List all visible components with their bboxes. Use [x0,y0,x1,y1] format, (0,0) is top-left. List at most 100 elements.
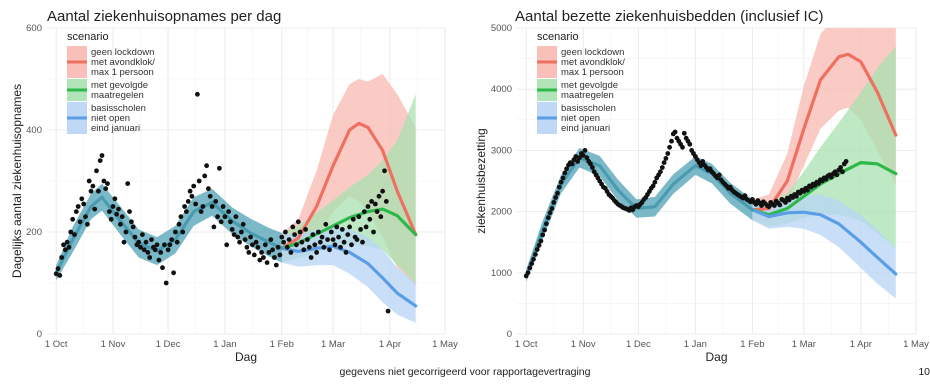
data-point [231,232,237,238]
chart-title-left: Aantal ziekenhuisopnames per dag [47,8,282,25]
data-point [266,250,272,255]
data-point [547,210,553,216]
x-axis-title: Dag [235,350,257,364]
data-point [156,257,162,263]
data-point [659,165,665,170]
data-point [173,229,178,235]
data-point [365,204,371,209]
legend-label: maatregelen [561,90,614,101]
series-line [280,121,418,250]
data-point [174,239,180,245]
data-point [286,237,292,243]
data-point [325,237,330,243]
data-point [112,196,118,202]
legend-key [537,102,557,134]
data-point [97,158,103,164]
data-point [553,195,558,200]
data-point [341,239,347,245]
data-point [314,250,319,255]
data-point [766,204,772,210]
data-point [136,239,142,245]
data-point [551,200,557,205]
data-point [531,256,536,262]
x-tick-label: 1 Feb [740,339,764,350]
data-point [81,201,87,207]
data-point [360,239,365,245]
x-tick-label: 1 Apr [850,339,872,350]
data-point [152,247,158,253]
legend-label: met avondklok/ [561,57,625,68]
data-point [323,221,329,227]
data-point [257,257,263,263]
data-point [184,209,189,215]
data-point [268,237,274,243]
data-point [294,242,299,248]
legend-key [67,102,87,134]
data-point [149,237,154,243]
data-point [805,187,810,193]
x-tick-label: 1 Oct [45,339,68,350]
y-tick-label: 2000 [491,207,512,218]
data-point [582,148,588,153]
data-point [295,219,301,225]
y-axis-title: ziekenhuisbezetting [474,128,488,233]
x-tick-label: 1 Dec [626,339,651,350]
data-point [558,179,564,185]
legend-label: met gevolgde [561,80,618,91]
data-point [840,169,845,175]
data-point [114,211,120,217]
data-point [171,270,177,276]
data-point [753,201,759,207]
confidence-band [752,28,896,221]
data-point [233,214,239,220]
x-tick-label: 1 Jan [213,339,236,350]
data-point [301,247,307,253]
data-point [777,202,783,208]
data-point [180,229,186,235]
x-tick-label: 1 May [903,339,929,350]
data-point [742,193,748,199]
data-point [284,244,290,250]
y-tick-label: 0 [37,329,42,340]
data-point [385,308,391,314]
data-point [525,270,531,276]
legend-label: basisscholen [561,103,616,114]
data-point [162,242,167,248]
data-point [338,244,343,250]
data-point [57,273,63,278]
data-point [564,166,569,172]
data-point [127,209,132,215]
data-point [237,239,243,245]
y-tick-label: 400 [26,125,42,136]
chart-title-right: Aantal bezette ziekenhuisbedden (inclusi… [515,8,824,25]
data-point [178,214,184,220]
data-point [118,221,123,227]
x-tick-label: 1 Apr [379,339,401,350]
legend-key [67,46,87,78]
data-point [838,165,843,170]
data-point [222,214,228,220]
data-point [53,271,59,277]
data-point [829,174,834,180]
data-point [119,214,125,220]
data-point [369,199,374,204]
data-point [661,160,667,166]
data-point [569,161,575,167]
y-tick-label: 600 [26,23,42,34]
data-point [259,250,264,255]
legend-label: eind januari [91,123,140,134]
data-point [577,155,582,161]
data-point [534,247,540,252]
data-point [542,227,547,233]
data-point [556,184,562,190]
data-point [356,214,362,220]
data-point [79,196,85,202]
data-point [533,252,538,257]
data-point [218,219,224,225]
data-point [209,204,215,209]
data-point [687,141,693,147]
data-point [382,168,387,174]
data-point [658,169,663,175]
data-point [244,244,250,250]
data-point [160,265,165,271]
